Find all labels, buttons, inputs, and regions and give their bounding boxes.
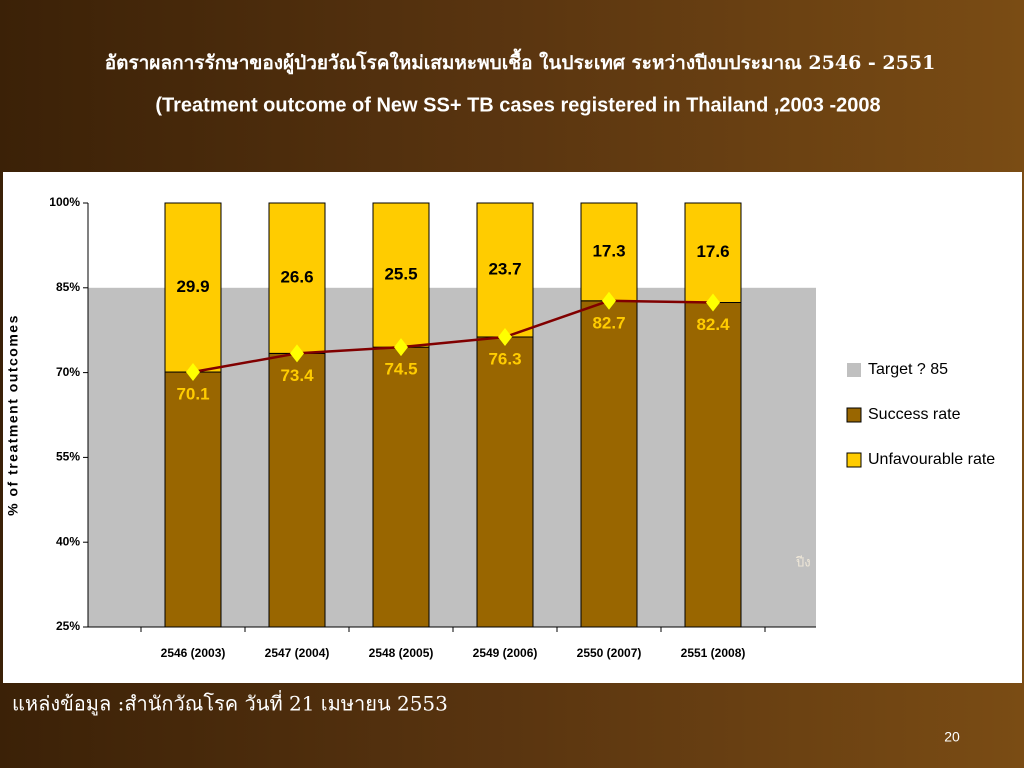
- x-tick-label: 2546 (2003): [161, 646, 226, 660]
- data-label: 25.5: [384, 265, 417, 284]
- annotation: ปีง: [795, 555, 811, 571]
- page-number: 20: [944, 729, 960, 745]
- marker: [290, 344, 304, 363]
- data-label: 23.7: [488, 259, 521, 278]
- bar-unfavourable: [476, 202, 534, 338]
- legend-label: Unfavourable rate: [868, 451, 995, 468]
- data-label: 82.7: [592, 313, 625, 332]
- data-label: 29.9: [176, 277, 209, 296]
- source: แหล่งข้อมูล :สำนักวัณโรค วันที่ 21 เมษาย…: [12, 690, 448, 717]
- x-tick-label: 2547 (2004): [265, 646, 330, 660]
- bar-success: [580, 300, 638, 628]
- legend-swatch: [846, 407, 862, 423]
- x-tick-label: 2551 (2008): [681, 646, 746, 660]
- legend-label: Target ? 85: [868, 361, 948, 378]
- bar-unfavourable: [164, 202, 222, 373]
- data-label: 73.4: [280, 366, 314, 385]
- bar-success: [684, 301, 742, 628]
- subtitle: (Treatment outcome of New SS+ TB cases r…: [155, 94, 880, 116]
- success-line: [192, 299, 714, 374]
- y-tick-label: 55%: [56, 450, 80, 464]
- data-label: 76.3: [488, 349, 521, 368]
- marker: [706, 293, 720, 312]
- bar-success: [268, 352, 326, 628]
- title: อัตราผลการรักษาของผู้ป่วยวัณโรคใหม่เสมหะ…: [105, 48, 936, 75]
- data-label: 74.5: [384, 360, 417, 379]
- marker: [394, 338, 408, 357]
- marker: [498, 327, 512, 346]
- data-label: 17.3: [592, 241, 625, 260]
- bar-unfavourable: [580, 202, 638, 302]
- x-tick-label: 2549 (2006): [473, 646, 538, 660]
- bar-success: [164, 371, 222, 628]
- data-label: 82.4: [696, 315, 730, 334]
- y-tick-label: 40%: [56, 534, 80, 548]
- data-label: 26.6: [280, 268, 313, 287]
- legend-swatch: [847, 363, 861, 377]
- bar-success: [372, 346, 430, 628]
- bar-unfavourable: [372, 202, 430, 348]
- bar-unfavourable: [268, 202, 326, 354]
- x-tick-label: 2550 (2007): [577, 646, 642, 660]
- data-label: 17.6: [696, 242, 729, 261]
- legend-label: Success rate: [868, 406, 961, 423]
- bar-unfavourable: [684, 202, 742, 303]
- y-tick-label: 70%: [56, 365, 80, 379]
- y-tick-label: 100%: [49, 195, 80, 209]
- marker: [186, 363, 200, 382]
- x-tick-label: 2548 (2005): [369, 646, 434, 660]
- y-tick-label: 85%: [56, 280, 80, 294]
- y-tick-label: 25%: [56, 619, 80, 633]
- marker: [602, 291, 616, 310]
- legend-swatch: [846, 452, 862, 468]
- bar-success: [476, 336, 534, 628]
- y-axis-label: % of treatment outcomes: [5, 314, 21, 516]
- data-label: 70.1: [176, 385, 209, 404]
